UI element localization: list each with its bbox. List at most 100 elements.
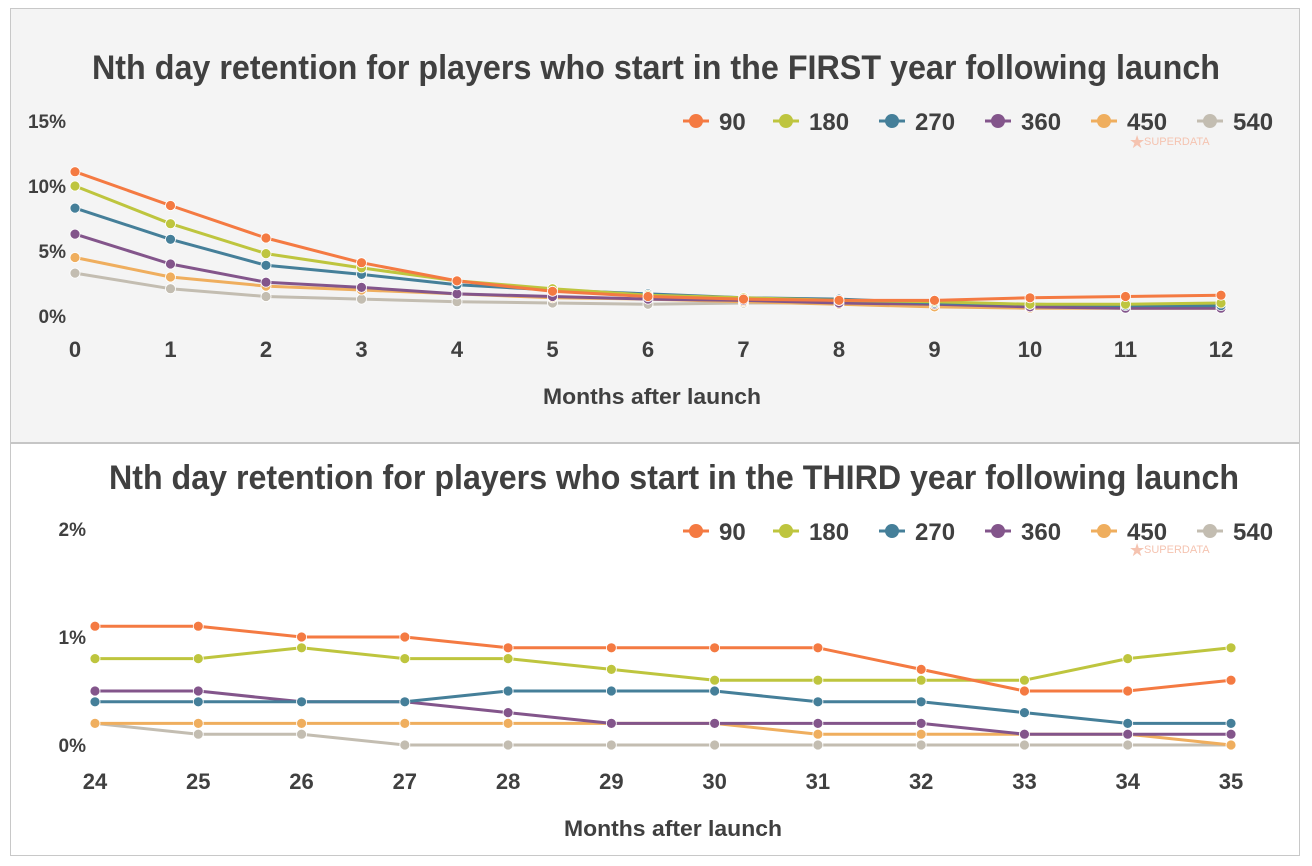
x-tick-label: 28 bbox=[496, 769, 520, 794]
x-axis: 24 25 26 27 28 29 30 31 32 33 34 35 bbox=[83, 769, 1243, 794]
legend-item-90: 90 bbox=[683, 109, 746, 136]
data-point bbox=[69, 166, 81, 178]
chart-panel-first-year: Nth day retention for players who start … bbox=[11, 9, 1299, 444]
data-point bbox=[1225, 674, 1237, 686]
data-point bbox=[915, 717, 927, 729]
legend-marker bbox=[991, 524, 1005, 538]
series-line bbox=[95, 646, 1232, 682]
data-point bbox=[69, 228, 81, 240]
legend-marker bbox=[1097, 114, 1111, 128]
superdata-watermark: ★ SUPERDATA bbox=[1129, 540, 1210, 560]
series-group bbox=[89, 620, 1237, 751]
data-point bbox=[165, 200, 176, 211]
legend-label: 540 bbox=[1233, 109, 1273, 136]
data-point bbox=[165, 258, 176, 270]
x-tick-label: 33 bbox=[1012, 769, 1036, 794]
data-point bbox=[833, 294, 845, 306]
series-line bbox=[74, 184, 1222, 306]
data-point bbox=[399, 717, 411, 729]
data-point bbox=[260, 248, 272, 260]
legend-label: 450 bbox=[1127, 109, 1167, 136]
series-line bbox=[95, 689, 1231, 736]
data-point bbox=[260, 276, 272, 288]
data-point bbox=[451, 275, 463, 287]
data-point bbox=[89, 696, 101, 708]
legend-item-270: 270 bbox=[879, 109, 955, 136]
data-point bbox=[296, 717, 307, 729]
data-point bbox=[915, 728, 927, 740]
legend-marker bbox=[689, 524, 703, 538]
legend-label: 270 bbox=[915, 519, 955, 546]
data-point bbox=[296, 631, 307, 643]
data-point bbox=[709, 642, 721, 654]
data-point bbox=[709, 717, 721, 729]
series-180 bbox=[89, 642, 1237, 686]
first-year-chart: Nth day retention for players who start … bbox=[28, 49, 1273, 409]
legend-item-360: 360 bbox=[985, 109, 1061, 136]
third-year-chart: Nth day retention for players who start … bbox=[59, 459, 1274, 841]
legend-marker bbox=[779, 114, 793, 128]
data-point bbox=[1024, 292, 1036, 304]
data-point bbox=[812, 674, 824, 686]
x-tick-label: 10 bbox=[1018, 337, 1042, 362]
x-tick-label: 26 bbox=[289, 769, 313, 794]
series-540 bbox=[89, 717, 1237, 751]
legend: 90 180 270 360 450 540 bbox=[683, 109, 1273, 136]
data-point bbox=[502, 653, 514, 665]
legend-item-540: 540 bbox=[1197, 109, 1273, 136]
chart-panel-third-year: Nth day retention for players who start … bbox=[11, 444, 1299, 855]
legend-marker bbox=[1203, 114, 1217, 128]
data-point bbox=[1122, 685, 1134, 697]
x-tick-label: 7 bbox=[737, 337, 749, 362]
data-point bbox=[89, 685, 101, 697]
data-point bbox=[399, 696, 411, 708]
legend-item-180: 180 bbox=[773, 109, 849, 136]
legend-label: 90 bbox=[719, 519, 746, 546]
series-line bbox=[74, 170, 1222, 302]
legend-marker bbox=[779, 524, 793, 538]
y-tick-label: 0% bbox=[59, 736, 87, 757]
data-point bbox=[502, 685, 514, 697]
x-tick-label: 9 bbox=[928, 337, 940, 362]
chart-title: Nth day retention for players who start … bbox=[109, 459, 1239, 497]
data-point bbox=[165, 233, 176, 245]
y-axis: 0% 5% 10% 15% bbox=[28, 112, 66, 328]
data-point bbox=[502, 717, 514, 729]
legend-label: 180 bbox=[809, 109, 849, 136]
data-point bbox=[929, 294, 940, 306]
x-tick-label: 29 bbox=[599, 769, 623, 794]
data-point bbox=[812, 642, 824, 654]
data-point bbox=[356, 281, 367, 293]
data-point bbox=[605, 663, 617, 675]
series-360 bbox=[89, 685, 1237, 740]
data-point bbox=[605, 685, 617, 697]
x-tick-label: 12 bbox=[1209, 337, 1233, 362]
series-270 bbox=[89, 685, 1237, 729]
data-point bbox=[812, 739, 824, 751]
data-point bbox=[709, 685, 721, 697]
data-point bbox=[1120, 291, 1131, 302]
legend-label: 270 bbox=[915, 109, 955, 136]
legend-marker bbox=[1097, 524, 1111, 538]
data-point bbox=[812, 717, 824, 729]
data-point bbox=[547, 285, 558, 297]
legend-marker bbox=[885, 524, 899, 538]
x-tick-label: 34 bbox=[1115, 769, 1140, 794]
legend-label: 450 bbox=[1127, 519, 1167, 546]
x-tick-label: 4 bbox=[451, 337, 464, 362]
series-line bbox=[94, 721, 1231, 747]
data-point bbox=[399, 739, 411, 751]
series-line bbox=[95, 689, 1231, 725]
x-tick-label: 5 bbox=[546, 337, 558, 362]
series-90 bbox=[69, 166, 1227, 306]
data-point bbox=[356, 293, 367, 305]
data-point bbox=[1225, 728, 1237, 740]
x-tick-label: 2 bbox=[260, 337, 272, 362]
series-group bbox=[69, 166, 1227, 314]
data-point bbox=[502, 739, 514, 751]
data-point bbox=[192, 728, 204, 740]
y-tick-label: 5% bbox=[39, 242, 67, 263]
watermark-text: SUPERDATA bbox=[1144, 136, 1210, 148]
data-point bbox=[192, 620, 204, 632]
y-tick-label: 0% bbox=[39, 307, 67, 328]
